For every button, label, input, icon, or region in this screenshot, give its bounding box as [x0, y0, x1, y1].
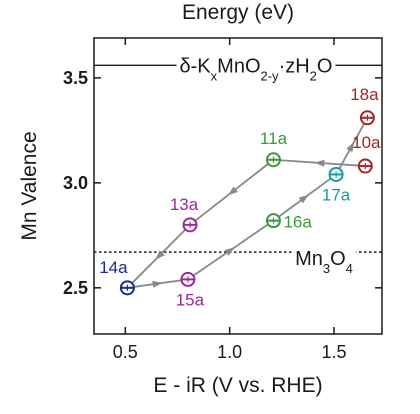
y-tick-label: 3.0 [63, 173, 88, 193]
reference-label-part: 2 [310, 68, 317, 83]
reference-label: δ-KxMnO2-y·zH2O [180, 55, 333, 83]
point-label: 17a [322, 185, 351, 204]
data-point [119, 280, 135, 296]
data-point [359, 110, 375, 126]
x-axis-label: E - iR (V vs. RHE) [153, 374, 322, 397]
reference-label-part: MnO [217, 55, 260, 77]
y-tick-label: 2.5 [63, 278, 88, 298]
data-point [357, 158, 373, 174]
reference-label-mask [176, 63, 336, 68]
trajectory-arrow [346, 141, 355, 153]
data-point [265, 213, 281, 229]
reference-label-part: O [317, 55, 333, 77]
x-tick-label: 1.5 [321, 342, 346, 362]
reference-label: Mn3O4 [295, 248, 353, 276]
data-point [182, 217, 198, 233]
point-labels: 10a 11a 13a 14a 15a 16a 17a 18a [99, 85, 381, 310]
data-point [265, 152, 281, 168]
point-label: 11a [260, 129, 288, 148]
energy-axis-title: Energy (eV) [182, 1, 294, 24]
point-label: 16a [283, 213, 312, 232]
y-tick-label: 3.5 [63, 68, 88, 88]
plot-frame [93, 37, 383, 335]
reference-label-mask [292, 250, 356, 255]
point-label: 10a [352, 133, 381, 152]
trajectory-arrow [227, 186, 238, 196]
reference-label-part: O [330, 248, 346, 270]
trajectory-arrow [298, 194, 309, 204]
reference-label-part: 2-y [261, 68, 280, 83]
reference-label-part: ·zH [279, 55, 310, 77]
point-label: 15a [176, 290, 205, 309]
axis-ticks: 0.5 1.0 1.5 2.5 3.0 3.5 [63, 38, 382, 362]
reference-label-part: x [211, 68, 218, 83]
reference-label-part: 3 [323, 261, 330, 276]
y-axis-label: Mn Valence [18, 131, 41, 240]
x-tick-label: 1.0 [217, 342, 242, 362]
trajectory-arrow [314, 159, 325, 167]
trajectory-path [126, 117, 369, 289]
reference-label-part: 4 [346, 261, 353, 276]
data-point [328, 166, 344, 182]
point-label: 14a [99, 258, 128, 277]
trajectory-arrow [155, 250, 165, 260]
data-point [180, 271, 196, 287]
trajectory-arrow [224, 247, 235, 256]
data-points [119, 110, 375, 296]
x-tick-label: 0.5 [113, 342, 138, 362]
reference-label-part: δ-K [180, 55, 212, 77]
point-label: 18a [350, 85, 379, 104]
point-label: 13a [170, 195, 199, 214]
reference-label-part: Mn [295, 248, 323, 270]
trajectory-arrow [152, 280, 163, 288]
